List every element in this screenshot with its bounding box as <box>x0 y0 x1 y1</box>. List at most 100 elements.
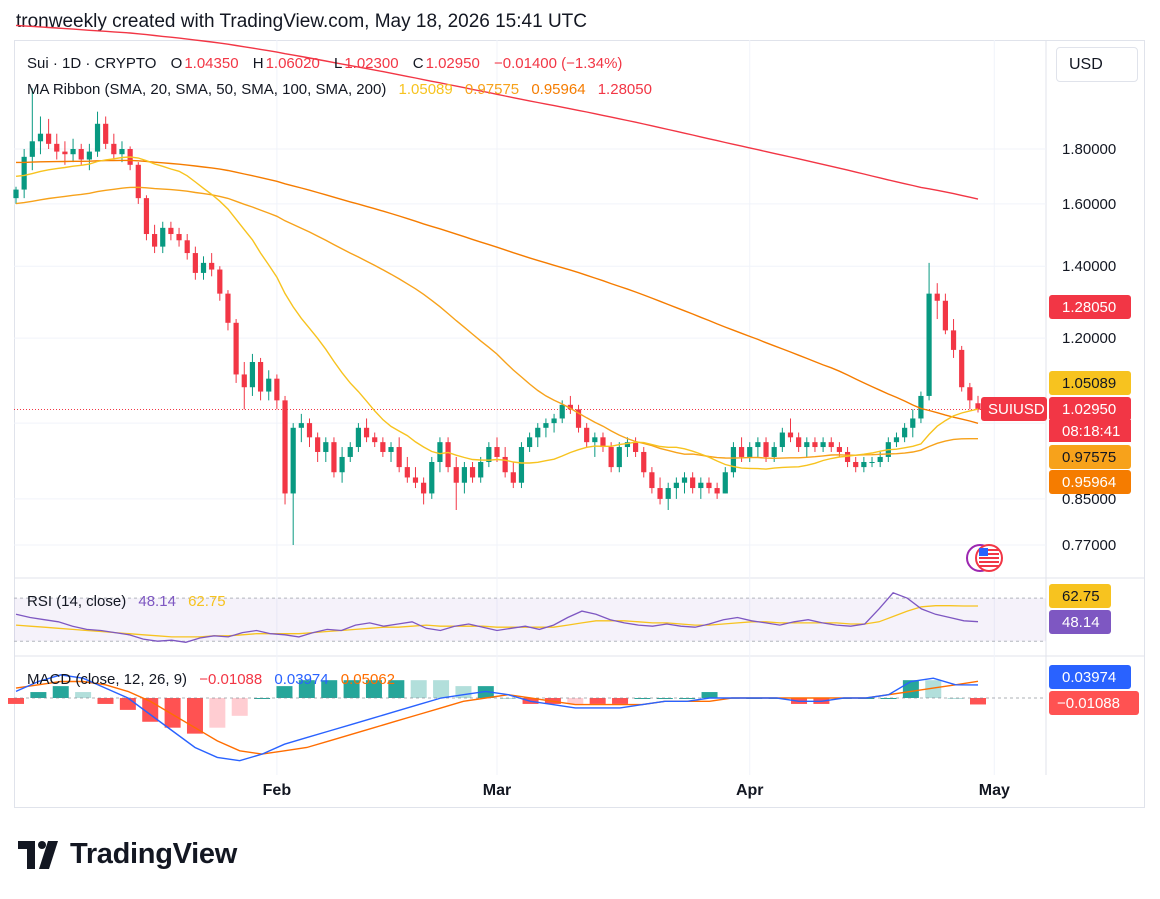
candle-body <box>714 488 720 494</box>
main-legend: Sui · 1D · CRYPTO O 1.04350 H 1.06020 L 1.0… <box>27 55 624 72</box>
high-value: 1.06020 <box>265 55 320 72</box>
macd-tag-value: 0.03974 <box>1062 669 1116 686</box>
macd-hist-bar <box>8 698 24 704</box>
candle-body <box>559 404 565 419</box>
candle-body <box>290 427 296 494</box>
candle-body <box>527 437 533 448</box>
candle-body <box>787 432 794 438</box>
candle-body <box>323 442 329 452</box>
us-flag-stripe <box>979 549 999 551</box>
macd-tag-bg <box>1049 665 1131 689</box>
candle-body <box>421 482 427 494</box>
close-value: 1.02950 <box>425 55 480 72</box>
macd-hist-bar <box>433 680 450 698</box>
candle-body <box>315 437 321 452</box>
candle-body <box>363 427 370 438</box>
candle-body <box>209 262 215 270</box>
candle-body <box>877 456 883 462</box>
symbol-tag-bg <box>981 397 1047 421</box>
candle-body <box>21 156 27 190</box>
macd-hist-bar <box>612 698 629 704</box>
candle-body <box>388 447 394 452</box>
candle-body <box>29 141 35 157</box>
candle-body <box>37 133 44 142</box>
ma-ribbon-label[interactable]: MA Ribbon (SMA, 20, SMA, 50, SMA, 100, S… <box>27 81 387 98</box>
x-tick-label-mar: Mar <box>483 782 511 799</box>
candle-body <box>804 442 810 448</box>
rsi-ma-tag-bg <box>1049 584 1111 608</box>
macd-hist-bar <box>947 698 964 699</box>
macd-legend: MACD (close, 12, 26, 9) −0.01088 0.03974… <box>27 671 397 688</box>
candle-body <box>282 400 288 494</box>
candle-body <box>103 123 109 144</box>
candle-body <box>657 488 663 499</box>
price-tag-bg-0 <box>1049 295 1131 319</box>
candle-body <box>168 227 174 235</box>
rsi-legend: RSI (14, close) 48.14 62.75 <box>27 593 228 610</box>
candle-body <box>706 482 712 489</box>
price-tag-bg-3 <box>1049 445 1131 469</box>
candle-body <box>176 234 182 241</box>
rsi-value: 48.14 <box>138 593 176 610</box>
rsi-band <box>14 598 1046 642</box>
rsi-tag-value: 48.14 <box>1062 614 1100 631</box>
candle-body <box>575 409 582 428</box>
us-flag-stripe <box>979 553 999 555</box>
candle-body <box>13 189 19 199</box>
candle-body <box>429 461 435 494</box>
candle-body <box>510 472 516 483</box>
chart-frame[interactable] <box>14 40 1145 808</box>
rsi-ma-tag-value: 62.75 <box>1062 588 1100 605</box>
candle-body <box>959 349 965 388</box>
symbol-label[interactable]: Sui · 1D · CRYPTO <box>27 55 157 72</box>
candle-body <box>461 467 467 483</box>
x-tick-label-feb: Feb <box>263 782 292 799</box>
macd-signal-line <box>15 680 979 755</box>
candle-body <box>266 378 272 392</box>
rsi-line <box>15 592 979 643</box>
high-label: H <box>252 55 264 72</box>
candle-body <box>738 447 745 457</box>
macd-label[interactable]: MACD (close, 12, 26, 9) <box>27 671 188 688</box>
macd-hist-bar <box>701 692 718 698</box>
candle-body <box>584 427 590 443</box>
macd-hist-bar <box>321 680 338 698</box>
open-value: 1.04350 <box>184 55 239 72</box>
candle-body <box>681 477 688 483</box>
macd-hist-tag-bg <box>1049 691 1139 715</box>
candle-body <box>535 427 541 438</box>
tradingview-logo[interactable]: TradingView <box>18 838 237 871</box>
candle-body <box>861 461 867 468</box>
candle-body <box>54 143 60 152</box>
candle-body <box>225 293 231 323</box>
macd-line-value: 0.03974 <box>274 671 329 688</box>
macd-hist-bar <box>365 680 382 698</box>
macd-signal-value: 0.05062 <box>340 671 396 688</box>
macd-hist-bar <box>30 692 47 698</box>
candle-body <box>306 423 313 438</box>
candle-body <box>94 123 101 152</box>
candle-body <box>902 427 908 438</box>
candle-body <box>869 461 875 463</box>
candle-body <box>722 472 728 494</box>
rsi-label[interactable]: RSI (14, close) <box>27 593 127 610</box>
candle-body <box>730 447 737 473</box>
macd-hist-bar <box>970 698 986 705</box>
macd-hist-bar <box>388 680 405 698</box>
candle-body <box>372 437 378 443</box>
candle-body <box>217 269 223 294</box>
candle-body <box>796 437 802 448</box>
candle-body <box>820 442 826 448</box>
candle-body <box>763 442 769 457</box>
ma200-value: 1.28050 <box>597 81 652 98</box>
ma200-line <box>15 24 979 200</box>
candle-body <box>910 418 916 428</box>
macd-hist-bar <box>902 680 919 698</box>
currency-button[interactable]: USD <box>1056 47 1138 82</box>
candle-body <box>469 467 476 478</box>
candle-body <box>151 234 158 247</box>
ma100-value: 0.95964 <box>531 81 586 98</box>
low-label: L <box>333 55 343 72</box>
ma50-line <box>15 186 978 460</box>
